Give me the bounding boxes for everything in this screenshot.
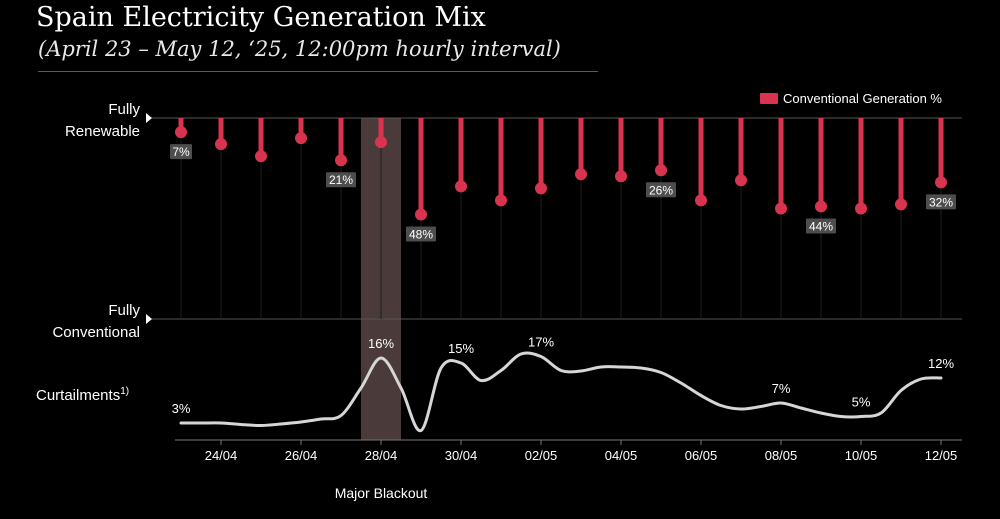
conventional-bar-head bbox=[255, 150, 267, 163]
conventional-bar-head bbox=[735, 174, 747, 187]
conventional-bar-head bbox=[615, 170, 627, 183]
x-tick-label: 30/04 bbox=[445, 448, 478, 463]
conventional-bar-head bbox=[695, 194, 707, 207]
x-tick-label: 28/04 bbox=[365, 448, 398, 463]
y-top-label-line2: Renewable bbox=[65, 123, 140, 140]
curtailment-data-labels: 3% 16% 15% 17% 7% 5% 12% bbox=[172, 335, 955, 417]
x-tick-label: 26/04 bbox=[285, 448, 318, 463]
y-top-label-line1: Fully bbox=[108, 101, 140, 118]
curtailment-data-label: 7% bbox=[772, 381, 791, 396]
curtailment-data-label: 16% bbox=[368, 336, 394, 351]
y-bottom-label-line2: Conventional bbox=[52, 324, 140, 341]
legend-label: Conventional Generation % bbox=[783, 91, 942, 106]
conventional-bar-head bbox=[215, 138, 227, 151]
bar-data-label: 48% bbox=[409, 227, 433, 241]
conventional-bars bbox=[175, 118, 947, 221]
bar-data-label: 21% bbox=[329, 173, 353, 187]
conventional-bar-head bbox=[335, 154, 347, 167]
curtailment-line bbox=[179, 351, 943, 432]
curtailments-label-text: Curtailments bbox=[36, 387, 120, 404]
conventional-bar-head bbox=[455, 180, 467, 193]
conventional-bar-head bbox=[815, 200, 827, 213]
blackout-annotation: Major Blackout bbox=[335, 485, 428, 501]
curtailments-axis-label: Curtailments1) bbox=[36, 386, 129, 404]
bar-data-label: 7% bbox=[172, 145, 190, 159]
bar-label-bg bbox=[646, 182, 676, 198]
title-divider bbox=[38, 71, 598, 72]
y-bottom-marker-icon bbox=[146, 314, 152, 324]
x-tick-label: 04/05 bbox=[605, 448, 638, 463]
conventional-bar-head bbox=[175, 126, 187, 139]
curtailment-data-label: 5% bbox=[852, 395, 871, 410]
conventional-bar-head bbox=[535, 182, 547, 195]
chart-subtitle: (April 23 – May 12, ‘25, 12:00pm hourly … bbox=[38, 37, 561, 61]
bar-label-bg bbox=[326, 172, 356, 188]
conventional-bar-head bbox=[495, 194, 507, 207]
bar-data-label: 32% bbox=[929, 195, 953, 209]
legend-swatch bbox=[760, 93, 778, 104]
conventional-bar-head bbox=[575, 168, 587, 181]
y-top-marker-icon bbox=[146, 113, 152, 123]
conventional-bar-head bbox=[935, 176, 947, 189]
conventional-bar-head bbox=[855, 202, 867, 215]
conventional-bar-head bbox=[655, 164, 667, 177]
x-tick-label: 10/05 bbox=[845, 448, 878, 463]
x-tick-label: 12/05 bbox=[925, 448, 958, 463]
conventional-bar-head bbox=[895, 198, 907, 211]
x-tick-label: 24/04 bbox=[205, 448, 238, 463]
curtailments-label-superscript: 1) bbox=[120, 386, 129, 397]
conventional-bar-head bbox=[415, 208, 427, 221]
curtailment-data-label: 17% bbox=[528, 335, 554, 350]
bar-label-bg bbox=[926, 194, 956, 210]
x-tick-label: 08/05 bbox=[765, 448, 798, 463]
bar-data-label: 26% bbox=[649, 183, 673, 197]
x-tick-label: 06/05 bbox=[685, 448, 718, 463]
conventional-bar-head bbox=[775, 202, 787, 215]
conventional-bar-head bbox=[295, 132, 307, 145]
conventional-bar-head bbox=[375, 136, 387, 149]
x-tick-label: 02/05 bbox=[525, 448, 558, 463]
x-axis-ticks: 24/04 26/04 28/04 30/04 02/05 04/05 06/05 08/05… bbox=[205, 440, 958, 463]
bar-label-bg bbox=[406, 226, 436, 242]
curtailment-data-label: 12% bbox=[928, 356, 954, 371]
chart-title: Spain Electricity Generation Mix bbox=[36, 2, 486, 33]
bar-label-bg bbox=[170, 144, 192, 160]
bar-label-bg bbox=[806, 218, 836, 234]
curtailment-data-label: 15% bbox=[448, 341, 474, 356]
curtailment-data-label: 3% bbox=[172, 401, 191, 416]
y-bottom-label-line1: Fully bbox=[108, 302, 140, 319]
conventional-data-labels: 7% 21% 48% 26% 44% 32% bbox=[170, 144, 956, 242]
bar-data-label: 44% bbox=[809, 219, 833, 233]
